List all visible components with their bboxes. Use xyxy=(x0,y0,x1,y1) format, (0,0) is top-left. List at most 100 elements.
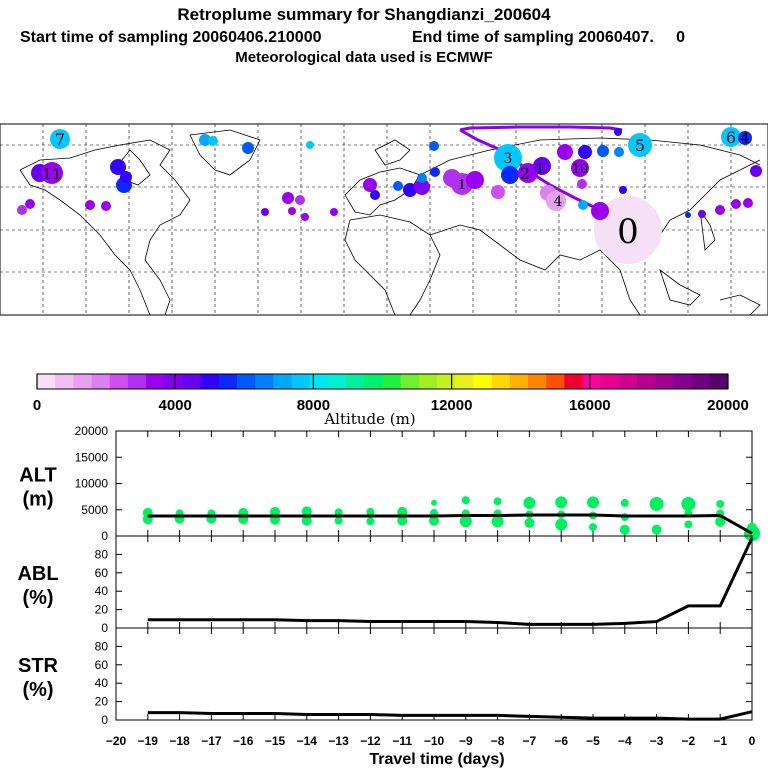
plume-circle xyxy=(546,191,566,211)
colorbar-cell xyxy=(400,374,420,389)
altitude-point xyxy=(301,506,312,517)
xtick-label: −10 xyxy=(424,734,445,748)
sampling-start: Start time of sampling 20060406.210000 xyxy=(20,29,322,46)
xtick-label: −5 xyxy=(586,734,600,748)
altitude-point xyxy=(366,507,375,516)
xtick-label: −2 xyxy=(682,734,696,748)
map-label: 4 xyxy=(554,194,563,210)
ytick-label: 80 xyxy=(95,639,109,653)
plume-circle xyxy=(578,145,592,159)
colorbar-cell xyxy=(91,374,111,389)
colorbar-cell xyxy=(437,374,456,389)
colorbar-cell xyxy=(200,374,220,389)
plume-circle xyxy=(85,200,95,210)
plume-circle xyxy=(619,186,627,194)
plume-circle xyxy=(614,147,624,157)
map-label: 11 xyxy=(42,165,61,183)
ylabel-alt: (m) xyxy=(22,489,53,511)
altitude-point xyxy=(524,517,535,528)
plume-circle xyxy=(282,192,294,204)
plume-circle xyxy=(571,159,589,177)
plume-circle xyxy=(750,165,762,177)
map-label: 4 xyxy=(741,131,750,147)
ytick-label: 15000 xyxy=(75,450,109,464)
xtick-label: −3 xyxy=(650,734,664,748)
plume-circle xyxy=(261,208,269,216)
altitude-point xyxy=(555,518,568,531)
travel-time-axis: −20 −19 −18 −17 −16 −15 −14 −13 −12 −11 −10 −9 −8 −7−… xyxy=(106,734,756,748)
plume-circle xyxy=(50,129,70,149)
plume-circle xyxy=(101,201,111,211)
colorbar-cell xyxy=(637,374,656,389)
colorbar-cell xyxy=(582,374,602,389)
plume-circle xyxy=(738,131,752,145)
colorbar-cell xyxy=(37,374,56,389)
altitude-point xyxy=(429,515,439,526)
plume-circle xyxy=(41,162,63,184)
colorbar-tick-label: 8000 xyxy=(297,397,330,414)
plume-circle xyxy=(743,198,753,208)
plume-source-circle xyxy=(594,196,662,264)
colorbar-ticks: 0 4000 8000 12000 16000 20000 xyxy=(33,374,749,414)
ytick-label: 40 xyxy=(95,676,109,690)
colorbar-cell xyxy=(655,374,674,389)
plume-circle xyxy=(501,166,519,184)
plume-circle xyxy=(533,157,551,175)
plume-circle xyxy=(417,173,427,183)
altitude-point xyxy=(397,515,408,526)
sampling-end: End time of sampling 20060407. 0 xyxy=(412,29,685,46)
colorbar-cell xyxy=(109,374,129,389)
map-label: 7 xyxy=(55,130,65,149)
timeseries-panels: 20000150001000050000ALT(m)806040200ABL(%… xyxy=(17,424,760,727)
colorbar-tick-label: 20000 xyxy=(707,397,749,414)
xtick-label: −15 xyxy=(265,734,286,748)
plume-circle xyxy=(288,207,296,215)
altitude-point xyxy=(681,496,696,511)
altitude-colorbar: 0 4000 8000 12000 16000 20000 Altitude (m) xyxy=(33,373,749,428)
plume-circle xyxy=(698,210,706,218)
altitude-point xyxy=(747,522,757,533)
panel-str: 80 60 40 20 0 STR(%) xyxy=(18,627,753,727)
coastlines xyxy=(19,129,761,316)
plume-circle xyxy=(393,181,403,191)
colorbar-cell xyxy=(618,374,638,389)
ytick-label: 20000 xyxy=(75,424,109,438)
colorbar-cell xyxy=(273,374,293,389)
plume-circle xyxy=(731,199,741,209)
plume-circle xyxy=(597,145,609,157)
figure-title: Retroplume summary for Shangdianzi_20060… xyxy=(177,5,551,24)
xtick-label: 0 xyxy=(749,734,756,748)
plume-circle xyxy=(494,144,522,172)
xtick-label: −6 xyxy=(554,734,568,748)
xtick-label: −17 xyxy=(201,734,222,748)
plume-circle xyxy=(17,205,27,215)
plume-circle xyxy=(110,159,126,175)
colorbar-cell xyxy=(291,374,311,389)
colorbar-cell xyxy=(255,374,274,389)
map-label: 3 xyxy=(504,151,513,167)
colorbar-label: Altitude (m) xyxy=(323,410,415,428)
colorbar-cell xyxy=(182,374,202,389)
plume-circle xyxy=(614,128,622,136)
colorbar-cell xyxy=(600,374,620,389)
meteo-source: Meteorological data used is ECMWF xyxy=(235,49,493,66)
panel-frame xyxy=(115,627,753,721)
plume-circle xyxy=(557,144,573,160)
plume-circle xyxy=(721,127,741,147)
xtick-label: −8 xyxy=(491,734,505,748)
colorbar-cell xyxy=(73,374,93,389)
plume-circle xyxy=(306,141,314,149)
altitude-point xyxy=(589,523,597,532)
colorbar-cell xyxy=(473,374,493,389)
altitude-point xyxy=(334,508,343,517)
plume-circles xyxy=(17,127,762,264)
panel-frame xyxy=(115,535,753,629)
plume-circle xyxy=(518,163,538,183)
xtick-label: −20 xyxy=(106,734,127,748)
altitude-point xyxy=(270,506,280,517)
map-label: 2 xyxy=(520,164,530,183)
colorbar-tick-label: 4000 xyxy=(159,397,192,414)
colorbar-cell xyxy=(237,374,256,389)
plume-circle xyxy=(577,179,587,189)
